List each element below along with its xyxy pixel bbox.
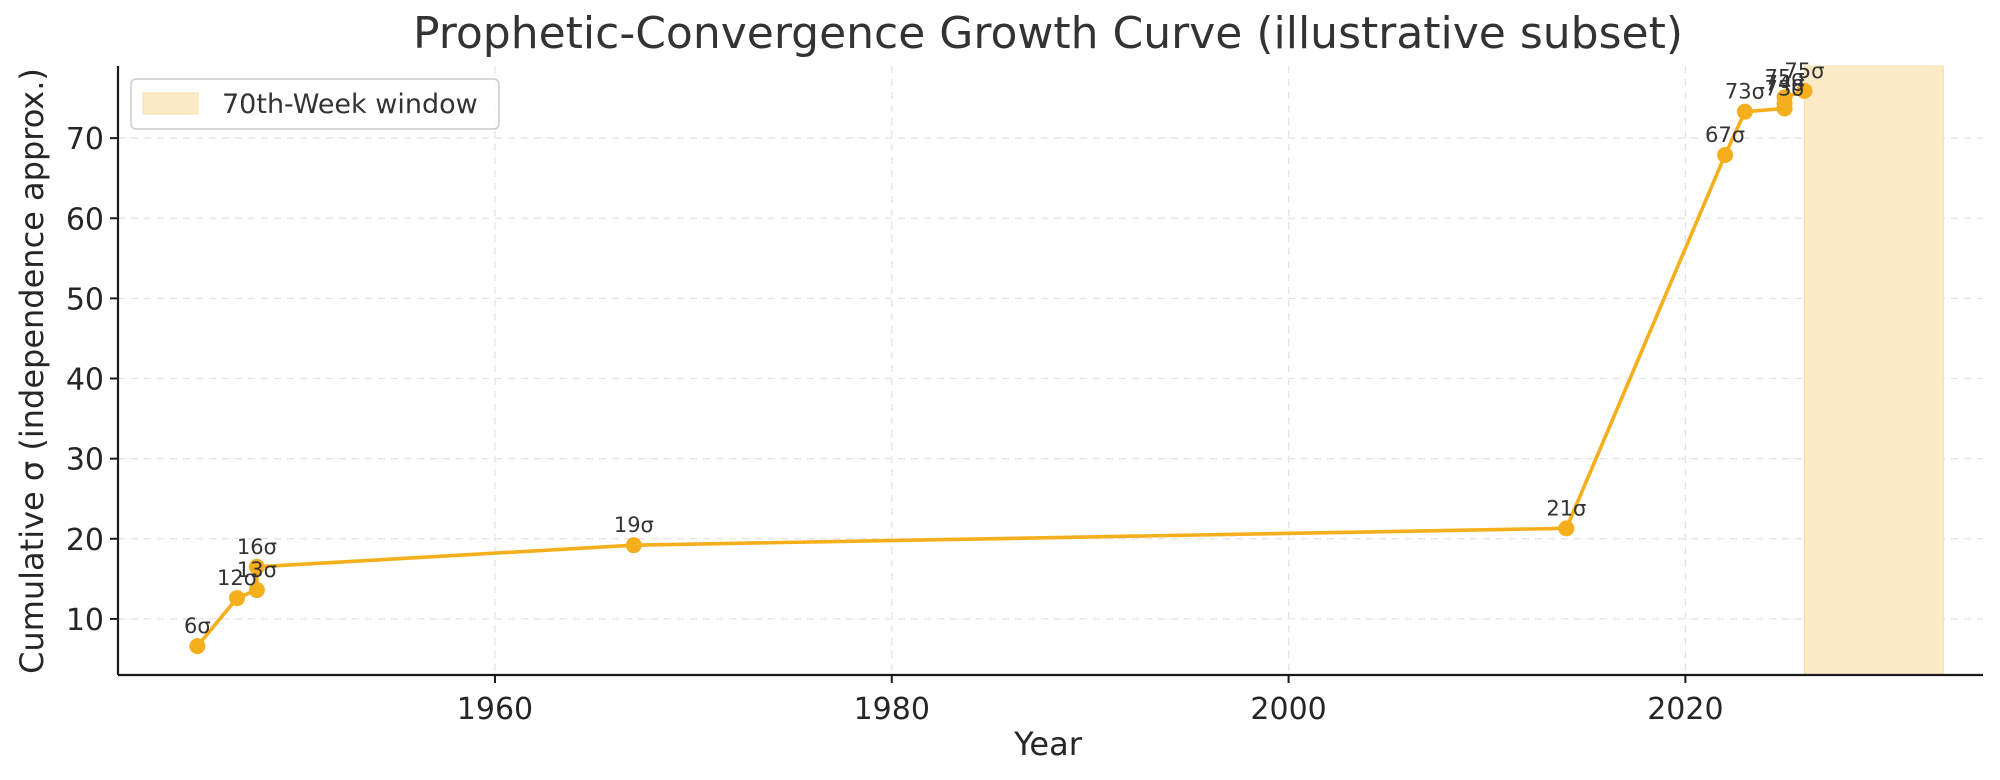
data-point [248, 582, 265, 599]
legend: 70th-Week window [130, 78, 500, 130]
data-point [1776, 89, 1793, 106]
data-point [1796, 82, 1813, 99]
data-label: 16σ [237, 535, 277, 559]
data-label: 19σ [614, 513, 654, 537]
data-label: 12σ [217, 566, 257, 590]
legend-frame [130, 78, 500, 130]
markers [189, 82, 1813, 655]
x-tick-label: 1960 [457, 692, 533, 727]
y-tick-label: 10 [66, 603, 104, 638]
data-label: 67σ [1705, 123, 1745, 147]
y-tick-label: 20 [66, 523, 104, 558]
data-point [1717, 146, 1734, 163]
series-polyline [195, 89, 1805, 648]
data-label: 13σ [237, 558, 277, 582]
chart-title: Prophetic-Convergence Growth Curve (illu… [413, 8, 1683, 59]
data-label: 73σ [1725, 80, 1765, 104]
y-axis-label: Cumulative σ (independence approx.) [13, 68, 51, 674]
data-label: 74σ [1765, 72, 1805, 96]
axes: 1960 1980 2000 2020 10 20 30 40 50 60 70 [66, 66, 1983, 727]
window-band-rect [1803, 65, 1944, 676]
y-tick-label: 50 [66, 282, 104, 317]
data-label: 21σ [1546, 496, 1586, 520]
legend-label: 70th-Week window [222, 89, 478, 120]
grid [118, 66, 1983, 675]
data-point [1736, 103, 1753, 120]
data-point [189, 638, 206, 655]
y-tick-label: 60 [66, 202, 104, 237]
legend-swatch [142, 92, 199, 115]
data-label: 6σ [184, 614, 211, 638]
x-tick-label: 1980 [854, 692, 930, 727]
x-tick-label: 2020 [1647, 692, 1723, 727]
x-tick-label: 2000 [1250, 692, 1326, 727]
x-axis-label: Year [1013, 725, 1083, 763]
data-point [248, 558, 265, 575]
data-label: 75σ [1765, 65, 1805, 89]
y-tick-label: 40 [66, 363, 104, 398]
data-point [1558, 520, 1575, 537]
data-label: 73σ [1765, 76, 1805, 100]
data-label: 75σ [1784, 59, 1824, 83]
data-point [229, 590, 246, 607]
y-tick-label: 30 [66, 443, 104, 478]
y-tick-label: 70 [66, 122, 104, 157]
window-band [1803, 65, 1944, 676]
series-line [195, 89, 1805, 648]
data-point [625, 537, 642, 554]
